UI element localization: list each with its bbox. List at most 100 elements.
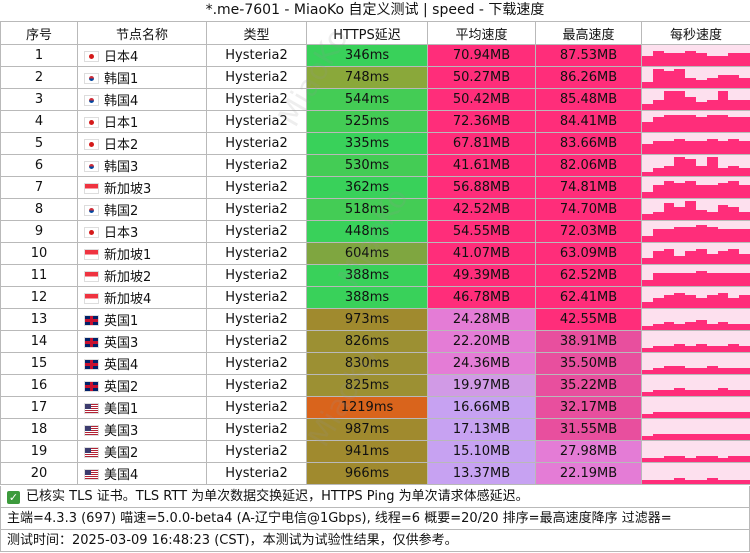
- sparkline-bar: [717, 205, 729, 220]
- sg-flag-icon: [84, 293, 99, 304]
- table-row[interactable]: 15 英国4 Hysteria2 830ms 24.36MB 35.50MB: [0, 352, 750, 375]
- us-flag-icon: [84, 425, 99, 436]
- sparkline-bar: [728, 433, 740, 440]
- https-latency: 388ms: [306, 286, 428, 309]
- sparkline-bar: [717, 293, 729, 308]
- avg-speed: 56.88MB: [427, 176, 536, 199]
- table-row[interactable]: 14 英国3 Hysteria2 826ms 22.20MB 38.91MB: [0, 330, 750, 353]
- avg-speed: 15.10MB: [427, 440, 536, 463]
- node-type: Hysteria2: [206, 440, 307, 463]
- sparkline-bar: [642, 325, 653, 330]
- table-row[interactable]: 12 新加坡4 Hysteria2 388ms 46.78MB 62.41MB: [0, 286, 750, 309]
- sparkline-bar: [717, 183, 729, 198]
- sparkline-bar: [706, 411, 718, 418]
- sparkline-bar: [674, 255, 686, 264]
- col-header-node-name[interactable]: 节点名称: [77, 21, 207, 45]
- avg-speed: 72.36MB: [427, 110, 536, 133]
- table-row[interactable]: 2 韩国1 Hysteria2 748ms 50.27MB 86.26MB: [0, 66, 750, 89]
- sparkline-bar: [728, 367, 740, 374]
- table-row[interactable]: 17 美国1 Hysteria2 1219ms 16.66MB 32.17MB: [0, 396, 750, 419]
- table-row[interactable]: 6 韩国3 Hysteria2 530ms 41.61MB 82.06MB: [0, 154, 750, 177]
- table-row[interactable]: 8 韩国2 Hysteria2 518ms 42.52MB 74.70MB: [0, 198, 750, 221]
- sparkline-bar: [695, 185, 707, 198]
- row-index: 19: [0, 440, 78, 463]
- sparkline-bar: [717, 321, 729, 330]
- node-name-cell: 美国4: [77, 462, 207, 485]
- https-latency: 604ms: [306, 242, 428, 265]
- sparkline-bar: [717, 273, 729, 286]
- table-row[interactable]: 1 日本4 Hysteria2 346ms 70.94MB 87.53MB: [0, 44, 750, 67]
- table-row[interactable]: 10 新加坡1 Hysteria2 604ms 41.07MB 63.09MB: [0, 242, 750, 265]
- sparkline-bar: [652, 411, 664, 418]
- sparkline-bar: [728, 139, 740, 154]
- table-row[interactable]: 11 新加坡2 Hysteria2 388ms 49.39MB 62.52MB: [0, 264, 750, 287]
- node-name: 新加坡2: [104, 270, 152, 285]
- node-type: Hysteria2: [206, 352, 307, 375]
- col-header-max-speed[interactable]: 最高速度: [535, 21, 642, 45]
- sparkline-bar: [739, 433, 750, 440]
- sparkline-bar: [717, 345, 729, 352]
- sparkline-bar: [685, 321, 696, 330]
- avg-speed: 41.61MB: [427, 154, 536, 177]
- sparkline-bar: [695, 79, 707, 88]
- sparkline-bar: [642, 479, 653, 484]
- sparkline-bar: [739, 77, 750, 88]
- header-row: 序号 节点名称 类型 HTTPS延迟 平均速度 最高速度 每秒速度: [0, 21, 750, 45]
- sparkline-bar: [728, 99, 740, 110]
- sg-flag-icon: [84, 183, 99, 194]
- sparkline-bar: [695, 389, 707, 396]
- https-latency: 748ms: [306, 66, 428, 89]
- max-speed: 63.09MB: [535, 242, 642, 265]
- gb-flag-icon: [84, 359, 99, 370]
- table-row[interactable]: 16 英国2 Hysteria2 825ms 19.97MB 35.22MB: [0, 374, 750, 397]
- sparkline-bar: [685, 77, 696, 88]
- table-row[interactable]: 13 英国1 Hysteria2 973ms 24.28MB 42.55MB: [0, 308, 750, 331]
- sparkline-bar: [685, 479, 696, 484]
- col-header-per-second-speed[interactable]: 每秒速度: [641, 21, 750, 45]
- sparkline-bar: [728, 249, 740, 264]
- table-row[interactable]: 9 日本3 Hysteria2 448ms 54.55MB 72.03MB: [0, 220, 750, 243]
- https-latency: 966ms: [306, 462, 428, 485]
- sparkline-bar: [728, 455, 740, 462]
- max-speed: 83.66MB: [535, 132, 642, 155]
- row-index: 14: [0, 330, 78, 353]
- table-row[interactable]: 3 韩国4 Hysteria2 544ms 50.42MB 85.48MB: [0, 88, 750, 111]
- node-name: 美国2: [104, 446, 139, 461]
- sparkline-bar: [706, 55, 718, 66]
- table-row[interactable]: 19 美国2 Hysteria2 941ms 15.10MB 27.98MB: [0, 440, 750, 463]
- sparkline-bar: [642, 369, 653, 374]
- sparkline-bar: [652, 185, 664, 198]
- per-second-speed-sparkline: [641, 462, 750, 485]
- per-second-speed-sparkline: [641, 352, 750, 375]
- sparkline-bar: [706, 273, 718, 286]
- sparkline-bar: [739, 141, 750, 154]
- gb-flag-icon: [84, 315, 99, 326]
- table-row[interactable]: 20 美国4 Hysteria2 966ms 13.37MB 22.19MB: [0, 462, 750, 485]
- sparkline-bar: [674, 91, 686, 110]
- table-row[interactable]: 4 日本1 Hysteria2 525ms 72.36MB 84.41MB: [0, 110, 750, 133]
- https-latency: 518ms: [306, 198, 428, 221]
- per-second-speed-sparkline: [641, 242, 750, 265]
- sparkline-bar: [674, 365, 686, 374]
- table-row[interactable]: 18 美国3 Hysteria2 987ms 17.13MB 31.55MB: [0, 418, 750, 441]
- sparkline-bar: [717, 387, 729, 396]
- sparkline-bar: [728, 273, 740, 286]
- sparkline-bar: [652, 345, 664, 352]
- row-index: 3: [0, 88, 78, 111]
- col-header-type[interactable]: 类型: [206, 21, 307, 45]
- sparkline-bar: [728, 229, 740, 242]
- row-index: 6: [0, 154, 78, 177]
- table-row[interactable]: 5 日本2 Hysteria2 335ms 67.81MB 83.66MB: [0, 132, 750, 155]
- https-latency: 362ms: [306, 176, 428, 199]
- https-latency: 825ms: [306, 374, 428, 397]
- table-row[interactable]: 7 新加坡3 Hysteria2 362ms 56.88MB 74.81MB: [0, 176, 750, 199]
- sparkline-bar: [706, 115, 718, 132]
- col-header-avg-speed[interactable]: 平均速度: [427, 21, 536, 45]
- sparkline-bar: [652, 297, 664, 308]
- col-header-https-latency[interactable]: HTTPS延迟: [306, 21, 428, 45]
- sparkline-bar: [706, 345, 718, 352]
- sparkline-bar: [642, 235, 653, 242]
- col-header-index[interactable]: 序号: [0, 21, 78, 45]
- sparkline-bar: [663, 115, 675, 132]
- per-second-speed-sparkline: [641, 286, 750, 309]
